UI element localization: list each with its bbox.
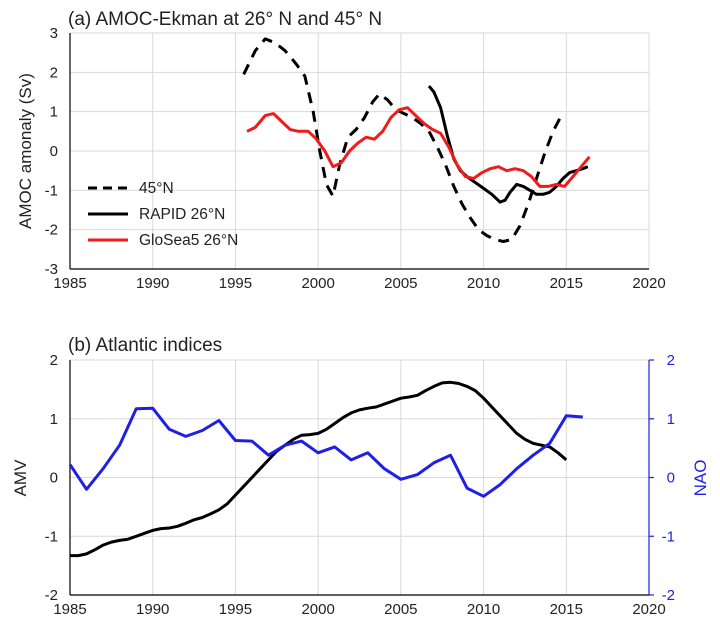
panel-b-x-tick-label: 2020 [632,601,665,618]
panel-a-tick-labels: 1985 1990 1995 2000 2005 2010 2015 2020 -3 -2 -1 0 1… [45,25,666,292]
panel-b-title: (b) Atlantic indices [68,335,222,356]
panel-a-x-tick-label: 1990 [136,275,169,292]
panel-a-y-tick-label: 1 [50,104,58,121]
panel-a-x-tick-label: 2005 [384,275,417,292]
panel-a-x-tick-label: 2015 [550,275,583,292]
panel-b-x-tick-label: 2005 [384,601,417,618]
panel-b-y2-tick-label: -2 [662,587,675,604]
panel-b-y2-tick-label: 0 [667,470,675,487]
panel-a-y-tick-label: -1 [45,182,58,199]
panel-a-y-tick-label: 2 [50,64,58,81]
panel-a-x-tick-label: 1995 [219,275,252,292]
panel-a-gridlines [69,32,650,270]
panel-a-x-tick-label: 2000 [301,275,334,292]
panel-a-x-tick-label: 1985 [53,275,86,292]
panel-a-series-line-45-n [242,37,563,243]
legend-label-glosea5: GloSea5 26°N [139,232,238,249]
panel-b-x-tick-label: 1990 [136,601,169,618]
panel-b-atlantic-indices: 1985 1990 1995 2000 2005 2010 2015 2020-2-1012-… [11,335,710,618]
panel-a-y-tick-label: -3 [45,261,58,278]
panel-a-x-tick-label: 2010 [467,275,500,292]
panel-b-y-tick-label: 2 [50,352,58,369]
panel-b-series-line-amv [70,380,568,558]
panel-b-y-tick-label: -1 [45,528,58,545]
panel-b-x-tick-label: 2000 [301,601,334,618]
panel-a-y-tick-label: -2 [45,222,58,239]
panel-a-amoc: 1985 1990 1995 2000 2005 2010 2015 2020 -3 -2 -1 0 1… [16,9,666,292]
panel-b-series-line-nao [68,406,583,498]
panel-a-x-tick-label: 2020 [632,275,665,292]
panel-b-tick-labels: 1985 1990 1995 2000 2005 2010 2015 2020-2-1012-… [45,352,675,618]
panel-b-y2-tick-label: -1 [662,528,675,545]
panel-b-gridlines [69,359,650,596]
panel-a-y-axis-title: AMOC amonaly (Sv) [16,73,35,229]
panel-b-y2-tick-label: 1 [667,411,675,428]
panel-b-x-tick-label: 1995 [219,601,252,618]
panel-b-y-axis-title: AMV [11,459,30,497]
panel-b-y-tick-label: 1 [50,411,58,428]
legend-label-rapid: RAPID 26°N [139,206,225,223]
panel-b-x-tick-label: 1985 [53,601,86,618]
panel-a-legend: 45°N RAPID 26°N GloSea5 26°N [88,180,238,249]
panel-b-y-tick-label: 0 [50,470,58,487]
panel-a-series-line-glosea5-26-n [246,106,591,188]
panel-a-y-tick-label: 0 [50,143,58,160]
panel-a-series [242,37,591,243]
panel-a-title: (a) AMOC-Ekman at 26° N and 45° N [68,9,382,30]
panel-b-x-tick-label: 2015 [550,601,583,618]
panel-b-y-tick-label: -2 [45,587,58,604]
panel-b-x-tick-label: 2010 [467,601,500,618]
panel-b-y2-axis-title: NAO [691,460,710,497]
panel-b-series [68,380,583,558]
panel-b-y2-tick-label: 2 [667,352,675,369]
panel-a-y-tick-label: 3 [50,25,58,42]
legend-label-45n: 45°N [139,180,174,197]
